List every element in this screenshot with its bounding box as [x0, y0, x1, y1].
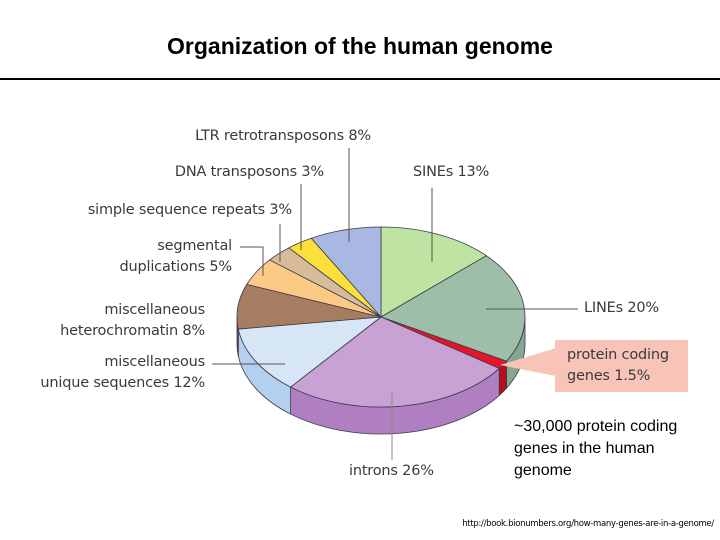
label-simple-sequence-repeats: simple sequence repeats 3%	[87, 202, 292, 218]
pie-top-face	[236, 226, 526, 408]
pie-slice-sines	[380, 226, 487, 318]
pie-slice-ltr-retrotransposons	[310, 226, 382, 318]
callout-text: protein coding genes 1.5%	[567, 345, 669, 387]
label-unique-line1: miscellaneous	[104, 354, 205, 370]
label-sines: SINEs 13%	[413, 164, 490, 180]
label-heterochromatin-line2: heterochromatin 8%	[60, 323, 205, 339]
title-divider	[0, 78, 720, 80]
pie-slice-miscellaneous-unique-sequences	[237, 316, 382, 388]
protein-gene-count-note: ~30,000 protein coding genes in the huma…	[514, 418, 678, 479]
label-heterochromatin-line1: miscellaneous	[104, 302, 205, 318]
label-protein-line1: protein coding	[567, 347, 669, 363]
page-title: Organization of the human genome	[167, 33, 553, 59]
label-ltr-retrotransposons: LTR retrotransposons 8%	[195, 128, 371, 144]
pie-slice-lines	[380, 255, 526, 362]
label-segmental-duplications: segmental duplications 5%	[119, 236, 233, 278]
label-segmental-line1: segmental	[157, 238, 232, 254]
connector-segmental	[240, 246, 264, 276]
label-misc-unique-sequences: miscellaneous unique sequences 12%	[40, 352, 205, 394]
label-lines: LINEs 20%	[584, 300, 659, 316]
source-url[interactable]: http://book.bionumbers.org/how-many-gene…	[462, 519, 714, 529]
callout-pointer	[500, 348, 556, 376]
label-connectors	[212, 148, 578, 460]
label-introns: introns 26%	[349, 463, 434, 479]
label-unique-line2: unique sequences 12%	[40, 375, 205, 391]
pie-slice-introns	[290, 316, 500, 408]
label-protein-line2: genes 1.5%	[567, 368, 651, 384]
label-dna-transposons: DNA transposons 3%	[174, 164, 324, 180]
label-segmental-line2: duplications 5%	[119, 259, 233, 275]
label-misc-heterochromatin: miscellaneous heterochromatin 8%	[60, 300, 205, 342]
protein-coding-callout: protein coding genes 1.5%	[555, 340, 688, 392]
